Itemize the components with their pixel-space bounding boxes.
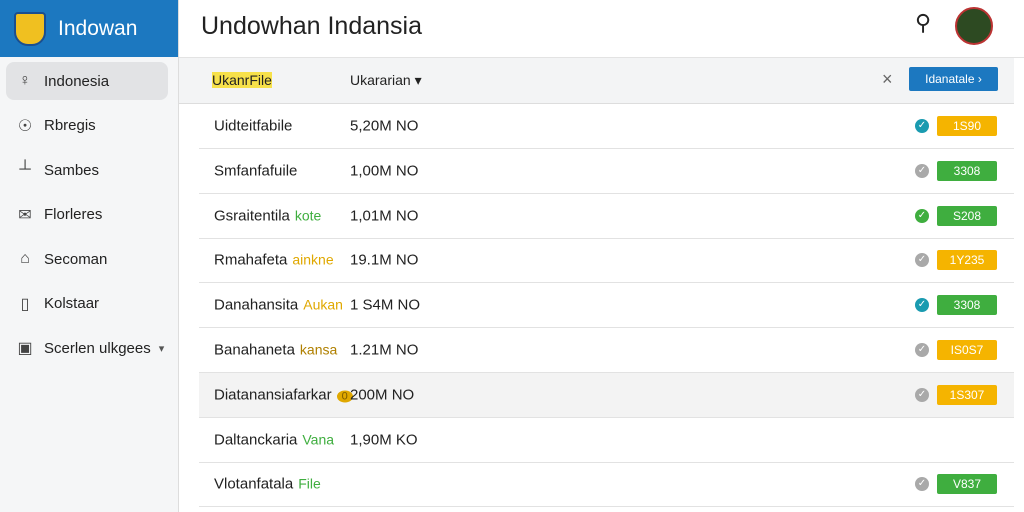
file-name-text: Danahansita	[214, 296, 299, 314]
file-header[interactable]: UkanrFile	[212, 72, 272, 88]
sidebar-label: Sambes	[44, 161, 100, 179]
status-icon: ✓	[915, 298, 929, 313]
sidebar-icon: ☉	[17, 117, 33, 135]
file-name: Daltanckaria Vana	[214, 431, 334, 448]
sidebar-item[interactable]: ▯ Kolstaar	[6, 285, 168, 323]
sidebar: Indowan ♀ Indonesia ☉ Rbregis ┴ Sambes ✉ Florle…	[0, 0, 179, 512]
status-icon: ✓	[915, 343, 929, 357]
file-size: 5,20M NO	[350, 117, 419, 135]
file-name-text: Diatanansiafarkar	[214, 386, 332, 404]
file-size: 1.21M NO	[350, 341, 419, 359]
file-name-text: Uidteitfabile	[214, 117, 293, 135]
table-row[interactable]: Banahaneta kansa 1.21M NO ✓ IS0S7	[199, 328, 1014, 373]
logo-icon	[14, 11, 46, 46]
badge: 3308	[937, 295, 997, 316]
status-icon: ✓	[915, 208, 929, 223]
table-row[interactable]: Uidteitfabile 5,20M NO ✓ 1S90	[199, 104, 1014, 149]
avatar[interactable]	[955, 7, 993, 45]
top-bar: Undowhan Indansia ⚲	[179, 0, 1024, 58]
badge: S208	[937, 205, 997, 226]
file-size: 1 S4M NO	[350, 296, 421, 314]
table-header: UkanrFile Ukararian ▾ × Idanatale ›	[179, 58, 1014, 104]
badge: 1S307	[937, 384, 997, 405]
file-name-text: Gsraitentila	[214, 207, 290, 225]
table-row[interactable]: Rmahafeta ainkne 19.1M NO ✓ 1Y235	[199, 238, 1014, 284]
status-icon: ✓	[915, 119, 929, 133]
file-size: 19.1M NO	[350, 251, 419, 269]
table-row[interactable]: Daltanckaria Vana 1,90M KO	[199, 418, 1014, 463]
sidebar-item[interactable]: ▣ Scerlen ulkgees ▾	[6, 329, 168, 367]
file-size: 200M NO	[350, 386, 415, 404]
file-name: Danahansita Aukan	[214, 297, 343, 314]
sidebar-label: Florleres	[44, 206, 103, 223]
sidebar-item[interactable]: ⌂ Secoman	[6, 240, 168, 278]
file-size: 1,00M NO	[350, 162, 419, 180]
file-tag: 0	[336, 390, 353, 403]
sort-header[interactable]: Ukararian ▾	[350, 72, 422, 88]
action-button[interactable]: Idanatale ›	[909, 67, 998, 91]
badge: 1S90	[937, 116, 997, 136]
table-row[interactable]: Diatanansiafarkar 0 200M NO ✓ 1S307	[199, 372, 1014, 418]
table-row[interactable]: Gsraitentila kote 1,01M NO ✓ S208	[199, 194, 1014, 239]
status-icon: ✓	[915, 477, 929, 492]
page-title: Undowhan Indansia	[201, 12, 422, 40]
sort-label: Ukararian	[350, 72, 411, 88]
file-name: Vlotanfatala File	[214, 476, 321, 493]
status-icon: ✓	[915, 387, 929, 402]
sidebar-label: Scerlen ulkgees	[44, 339, 151, 357]
sidebar-label: Rbregis	[44, 117, 96, 134]
file-size: 1,01M NO	[350, 207, 419, 225]
file-name-text: Banahaneta	[214, 341, 295, 359]
sidebar-item[interactable]: ☉ Rbregis	[6, 107, 168, 145]
file-name: Banahaneta kansa	[214, 342, 337, 359]
sidebar-item[interactable]: ♀ Indonesia	[6, 62, 168, 100]
file-name-text: Vlotanfatala	[214, 475, 294, 493]
sidebar-item[interactable]: ┴ Sambes	[6, 151, 168, 189]
file-tag: Vana	[302, 431, 335, 448]
badge: 1Y235	[937, 250, 997, 271]
sidebar-icon: ♀	[19, 72, 31, 89]
clear-button[interactable]: ×	[882, 69, 893, 89]
sidebar-icon: ✉	[18, 206, 32, 224]
sidebar-icon: ▣	[17, 340, 33, 357]
sidebar-label: Indonesia	[44, 72, 110, 90]
file-tag: kansa	[299, 341, 338, 358]
table-row[interactable]: Smfanfafuile 1,00M NO ✓ 3308	[199, 149, 1014, 194]
file-size: 1,90M KO	[350, 431, 418, 449]
logo[interactable]: Indowan	[0, 0, 178, 57]
logo-text: Indowan	[58, 16, 138, 40]
status-icon: ✓	[915, 163, 929, 178]
search-icon[interactable]: ⚲	[915, 10, 932, 35]
file-tag: File	[298, 475, 321, 492]
sidebar-icon: ┴	[19, 161, 31, 178]
file-tag: kote	[294, 207, 322, 224]
file-name: Uidteitfabile	[214, 118, 292, 135]
sidebar-icon: ⌂	[20, 250, 30, 267]
file-name-text: Smfanfafuile	[214, 162, 298, 180]
file-name: Diatanansiafarkar 0	[214, 386, 353, 403]
status-icon: ✓	[915, 253, 929, 268]
sidebar-item[interactable]: ✉ Florleres	[6, 196, 168, 234]
file-tag: Aukan	[303, 296, 343, 313]
sidebar-icon: ▯	[20, 295, 30, 313]
table-row[interactable]: Vlotanfatala File ✓ V837	[199, 462, 1014, 508]
badge: V837	[937, 474, 997, 495]
file-name: Gsraitentila kote	[214, 207, 321, 224]
chevron: ▾	[158, 342, 165, 355]
sidebar-label: Secoman	[44, 250, 108, 268]
badge: 3308	[937, 160, 997, 181]
file-name-text: Rmahafeta	[214, 251, 288, 269]
action-label: Idanatale	[925, 72, 975, 86]
badge: IS0S7	[937, 340, 997, 360]
file-name: Rmahafeta ainkne	[214, 252, 334, 269]
file-name: Smfanfafuile	[214, 162, 297, 179]
file-name-text: Daltanckaria	[214, 431, 298, 449]
sidebar-label: Kolstaar	[44, 295, 100, 312]
file-tag: ainkne	[292, 251, 334, 268]
table-row[interactable]: Danahansita Aukan 1 S4M NO ✓ 3308	[199, 283, 1014, 329]
